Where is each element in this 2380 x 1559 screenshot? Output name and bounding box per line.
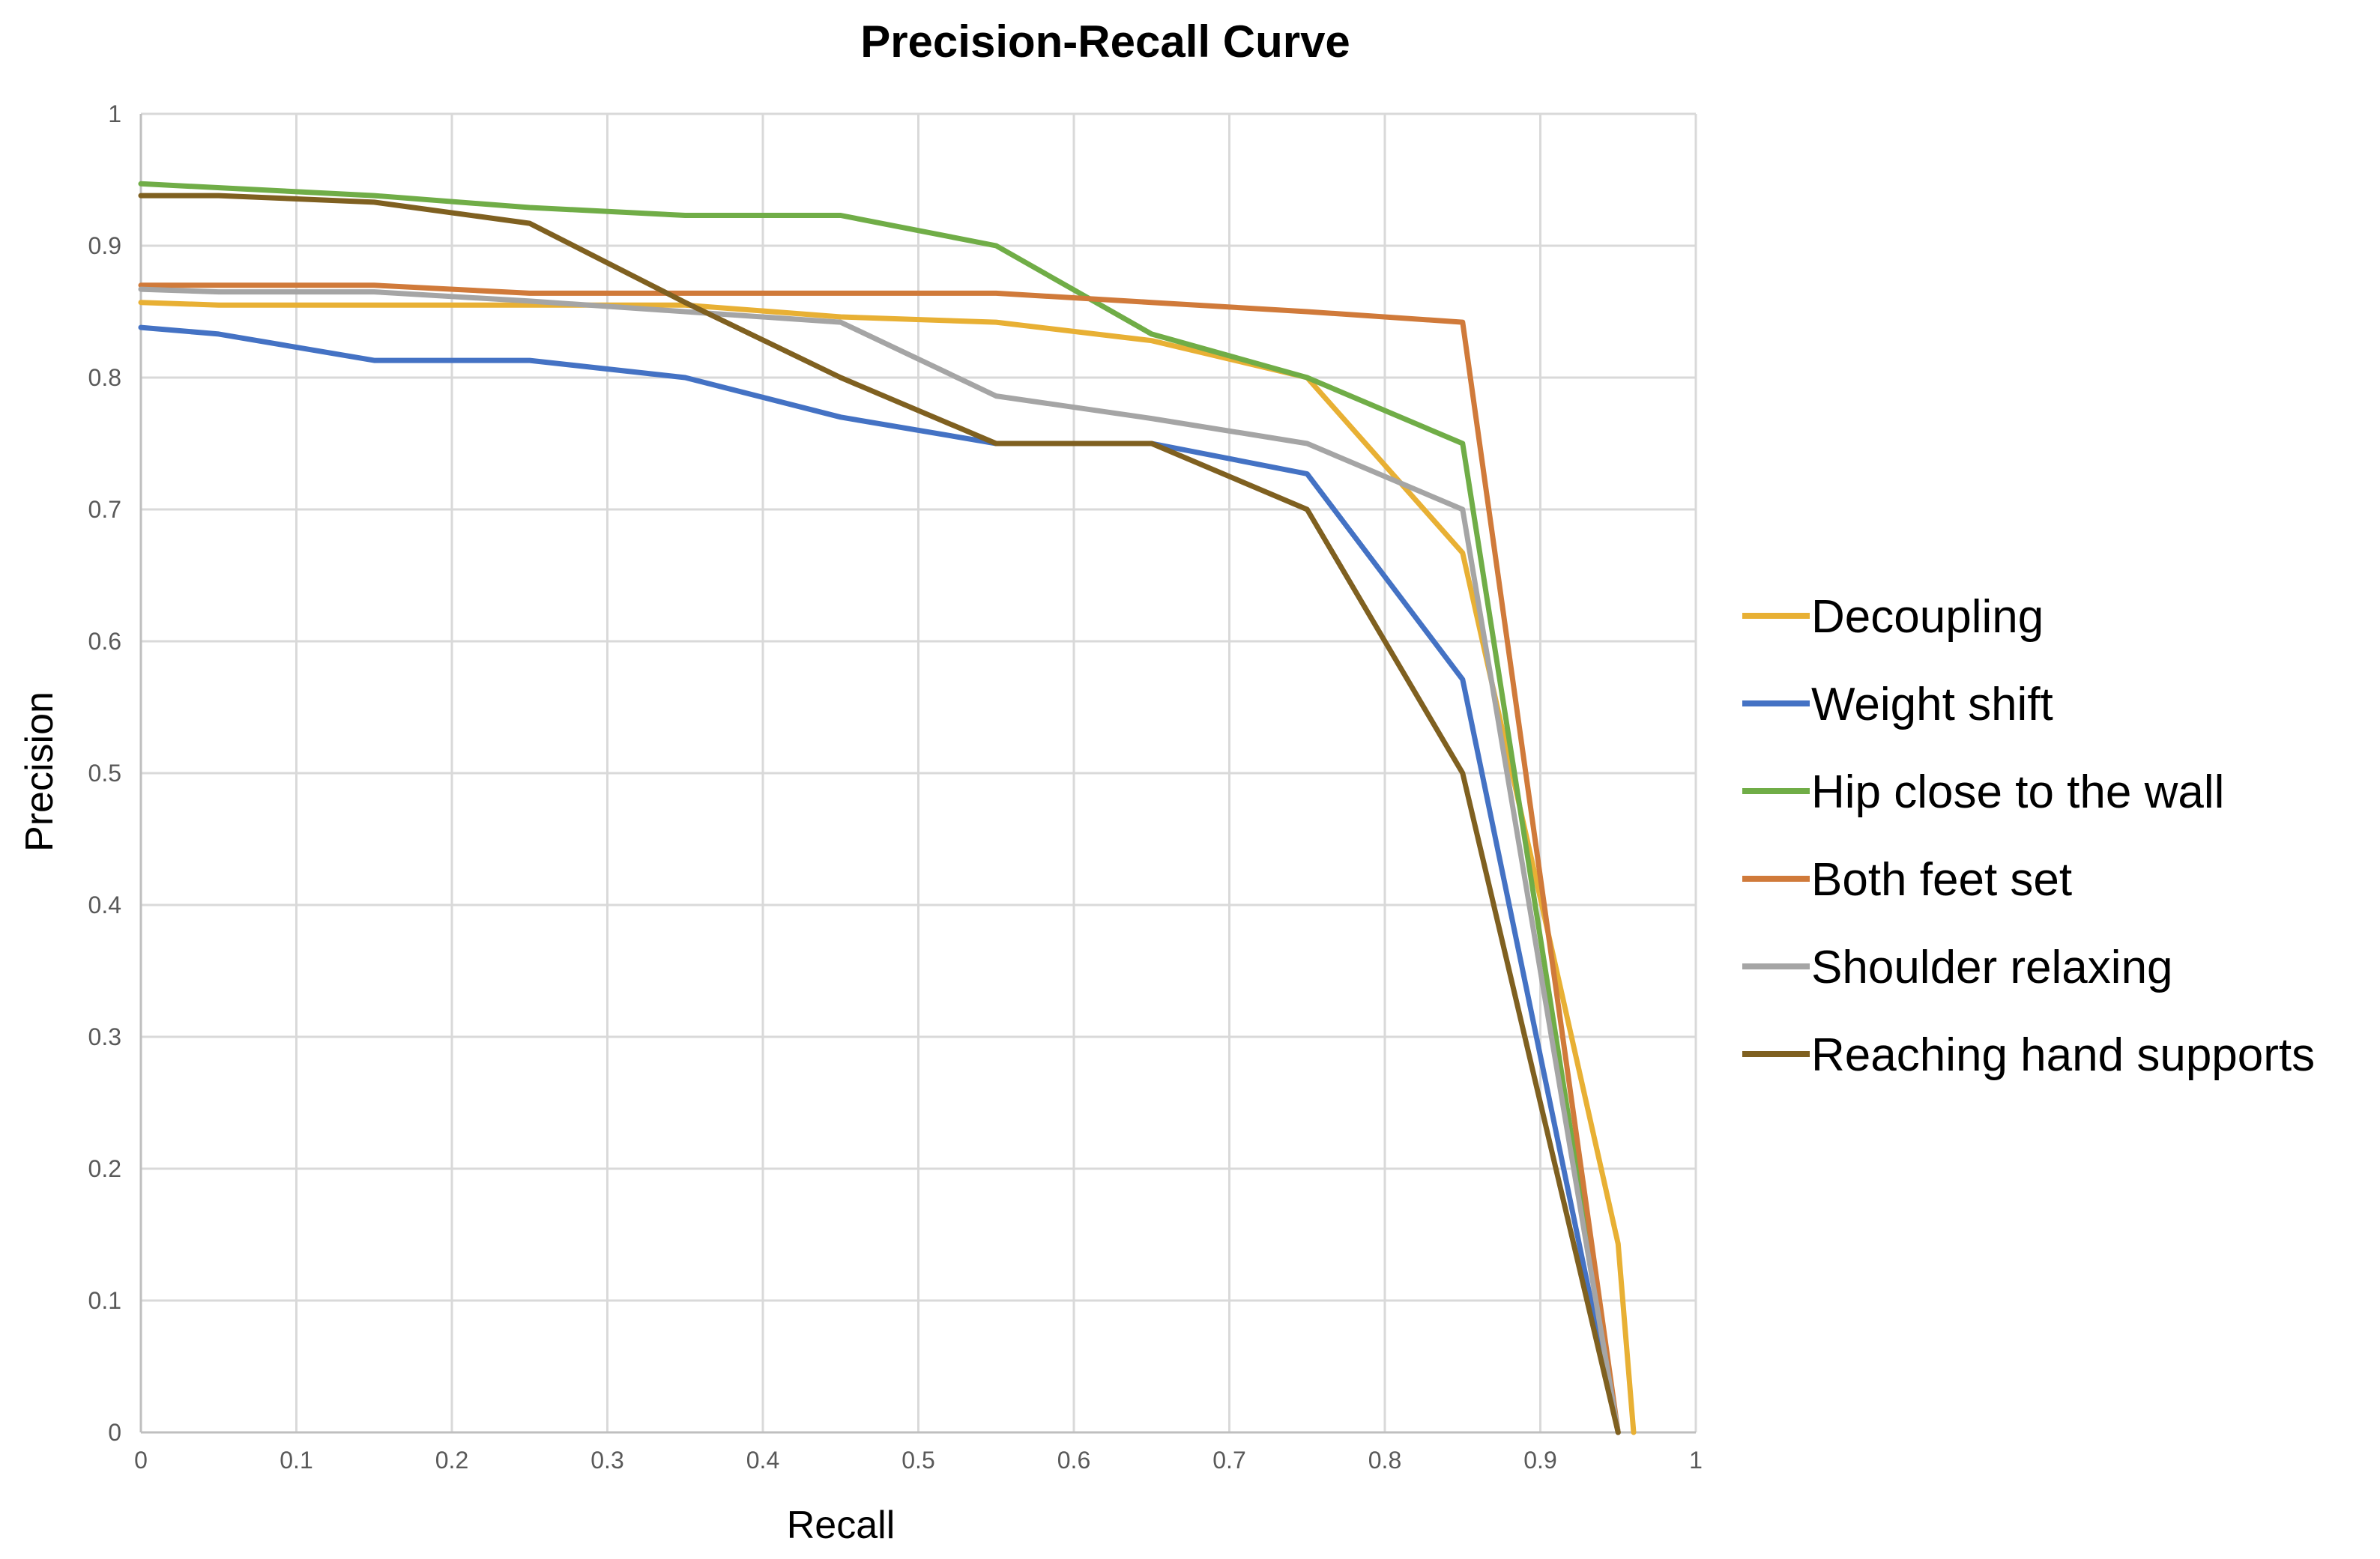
y-tick-label: 0.7	[88, 496, 121, 523]
legend-item-weight-shift: Weight shift	[1742, 679, 2053, 730]
y-tick-label: 0.6	[88, 628, 121, 655]
legend-item-both-feet-set: Both feet set	[1742, 854, 2072, 906]
y-tick-label: 0.1	[88, 1287, 121, 1314]
x-tick-label: 0.3	[591, 1447, 623, 1474]
y-tick-label: 1	[108, 100, 121, 127]
legend-label: Both feet set	[1811, 854, 2072, 906]
series-line-both-feet-set	[138, 282, 1621, 1435]
y-tick-label: 0.9	[88, 232, 121, 259]
series-lines	[138, 181, 1637, 1435]
chart-title: Precision-Recall Curve	[860, 16, 1350, 67]
legend-label: Weight shift	[1811, 679, 2053, 730]
y-tick-label: 0.4	[88, 891, 121, 918]
x-tick-label: 0.8	[1368, 1447, 1401, 1474]
y-tick-label: 0.3	[88, 1023, 121, 1050]
legend-label: Shoulder relaxing	[1811, 942, 2173, 993]
x-tick-label: 0.7	[1212, 1447, 1245, 1474]
legend-label: Reaching hand supports	[1811, 1029, 2315, 1081]
y-tick-label: 0.5	[88, 760, 121, 787]
legend-item-hip-close-to-the-wall: Hip close to the wall	[1742, 766, 2224, 818]
legend-item-shoulder-relaxing: Shoulder relaxing	[1742, 942, 2173, 993]
legend: Decoupling Weight shift Hip close to the w…	[1742, 591, 2315, 1081]
series-line-hip-close-to-the-wall	[138, 181, 1621, 1435]
x-axis-title: Recall	[787, 1504, 895, 1547]
x-tick-label: 1	[1689, 1447, 1703, 1474]
legend-label: Hip close to the wall	[1811, 766, 2224, 818]
y-axis-title: Precision	[18, 691, 61, 852]
legend-item-reaching-hand-supports: Reaching hand supports	[1742, 1029, 2315, 1081]
y-tick-label: 0	[108, 1419, 121, 1446]
x-tick-label: 0.6	[1057, 1447, 1090, 1474]
series-line-reaching-hand-supports	[138, 193, 1621, 1435]
x-tick-label: 0.5	[901, 1447, 934, 1474]
axes	[139, 114, 1696, 1434]
x-tick-label: 0.9	[1523, 1447, 1556, 1474]
y-tick-label: 0.2	[88, 1155, 121, 1182]
x-tick-labels: 0 0.1 0.2 0.3 0.4 0.5 0.6 0.7 0.8 0.9 1	[134, 1447, 1703, 1474]
x-tick-label: 0.1	[280, 1447, 312, 1474]
series-line-shoulder-relaxing	[138, 286, 1621, 1435]
series-line-decoupling	[138, 300, 1637, 1435]
x-tick-label: 0	[134, 1447, 148, 1474]
y-tick-label: 0.8	[88, 364, 121, 391]
x-tick-label: 0.4	[746, 1447, 779, 1474]
x-tick-label: 0.2	[435, 1447, 468, 1474]
legend-item-decoupling: Decoupling	[1742, 591, 2044, 643]
y-tick-labels: 0 0.1 0.2 0.3 0.4 0.5 0.6 0.7 0.8 0.9 1	[88, 100, 121, 1446]
legend-label: Decoupling	[1811, 591, 2044, 643]
series-line-weight-shift	[138, 324, 1621, 1435]
